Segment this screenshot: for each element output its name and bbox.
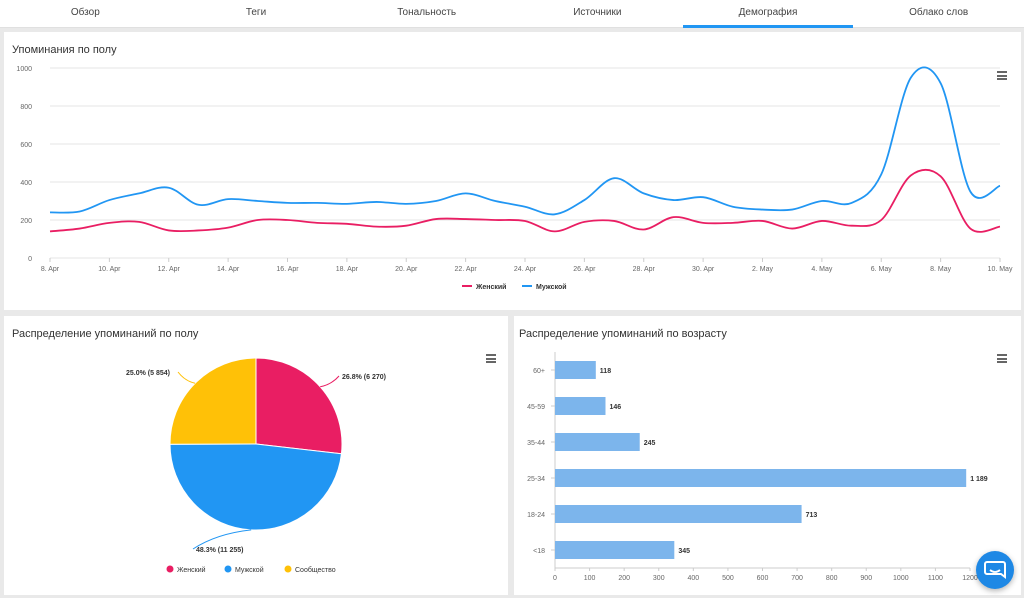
- pie-connector: [177, 371, 196, 384]
- bar-data-label: 345: [678, 548, 690, 555]
- legend-marker: [166, 565, 174, 573]
- y-tick-label: 18-24: [527, 512, 545, 519]
- x-tick-label: 500: [722, 575, 734, 582]
- bar-data-label: 245: [644, 440, 656, 447]
- x-tick-label: 900: [860, 575, 872, 582]
- legend-label: Сообщество: [295, 566, 336, 574]
- pie-connector: [192, 529, 252, 550]
- y-tick-label: 60+: [533, 368, 545, 375]
- pie-slice-male: [169, 443, 342, 531]
- x-tick-label: 10. Apr: [98, 266, 121, 273]
- legend-label: Женский: [177, 566, 206, 574]
- tab-bar: Обзор Теги Тональность Источники Демогра…: [0, 0, 1024, 28]
- x-tick-label: 400: [687, 575, 699, 582]
- series-line-male: [49, 66, 1001, 216]
- legend-label: Мужской: [536, 283, 567, 291]
- x-tick-label: 1200: [962, 575, 978, 582]
- x-tick-label: 300: [653, 575, 665, 582]
- x-tick-label: 4. May: [811, 266, 833, 273]
- pie-connector: [320, 375, 340, 388]
- bar: [555, 541, 675, 559]
- bar: [555, 397, 606, 415]
- y-tick-label: 1000: [16, 66, 32, 73]
- pie-data-label: 25.0% (5 854): [126, 370, 170, 377]
- gender-mentions-title: Упоминания по полу: [12, 44, 117, 56]
- chat-icon[interactable]: [976, 551, 1014, 589]
- x-tick-label: 2. May: [752, 266, 774, 273]
- bar: [555, 433, 640, 451]
- menu-icon[interactable]: [997, 71, 1007, 80]
- tab-demography[interactable]: Демография: [682, 0, 854, 28]
- y-tick-label: 400: [20, 180, 32, 187]
- bar: [555, 361, 596, 379]
- x-tick-label: 10. May: [988, 266, 1013, 273]
- age-distribution-card: Распределение упоминаний по возрасту 0 10…: [514, 316, 1021, 595]
- legend-label: Мужской: [235, 566, 264, 574]
- x-tick-label: 800: [826, 575, 838, 582]
- menu-icon[interactable]: [997, 354, 1007, 363]
- x-tick-label: 700: [791, 575, 803, 582]
- y-tick-label: 35-44: [527, 440, 545, 447]
- legend-label: Женский: [475, 283, 506, 291]
- y-tick-label: 25-34: [527, 476, 545, 483]
- x-tick-label: 16. Apr: [276, 266, 299, 273]
- bar-data-label: 118: [600, 368, 611, 375]
- tab-sentiment[interactable]: Тональность: [397, 7, 457, 18]
- line-chart: 0 200 400 600 800 1000 8. Apr 10. Apr 12. Apr 14.…: [16, 66, 1013, 291]
- x-tick-label: 8. May: [930, 266, 952, 273]
- y-tick-label: 800: [20, 104, 32, 111]
- bar: [555, 505, 802, 523]
- gender-distribution-title: Распределение упоминаний по полу: [12, 328, 199, 340]
- pie-chart: 26.8% (6 270) 48.3% (11 255) 25.0% (5 854)…: [126, 357, 386, 574]
- x-tick-label: 100: [584, 575, 596, 582]
- y-tick-label: 45-59: [527, 404, 545, 411]
- bar-data-label: 146: [609, 404, 621, 411]
- x-tick-label: 8. Apr: [41, 266, 60, 273]
- x-tick-label: 28. Apr: [633, 266, 656, 273]
- x-tick-label: 26. Apr: [573, 266, 596, 273]
- chat-icon[interactable]: [976, 551, 1014, 589]
- y-tick-label: 0: [28, 256, 32, 263]
- gender-mentions-card: Упоминания по полу 0 200 400 600 800 1000 8. A…: [4, 32, 1021, 310]
- y-tick-label: 200: [20, 218, 32, 225]
- bar: [555, 469, 967, 487]
- x-tick-label: 0: [553, 575, 557, 582]
- series-line-female: [49, 168, 1001, 233]
- x-tick-label: 1100: [928, 575, 943, 582]
- bar-data-label: 1 189: [970, 476, 988, 483]
- x-tick-label: 24. Apr: [514, 266, 537, 273]
- bar-data-label: 713: [806, 512, 818, 519]
- x-tick-label: 12. Apr: [158, 266, 181, 273]
- y-tick-label: 600: [20, 142, 32, 149]
- pie-slice-female: [255, 357, 343, 455]
- x-tick-label: 200: [618, 575, 630, 582]
- x-tick-label: 22. Apr: [455, 266, 478, 273]
- x-tick-label: 1000: [893, 575, 909, 582]
- pie-data-label: 48.3% (11 255): [196, 547, 243, 554]
- x-tick-label: 14. Apr: [217, 266, 240, 273]
- bar-chart: 0 100 200 300 400 500 600 700 800 900 1000 1100 1200…: [527, 352, 988, 582]
- x-tick-label: 6. May: [871, 266, 893, 273]
- tab-word-cloud[interactable]: Облако слов: [909, 7, 969, 18]
- x-tick-label: 600: [757, 575, 769, 582]
- menu-icon[interactable]: [486, 354, 496, 363]
- tab-tags[interactable]: Теги: [245, 7, 267, 18]
- tab-overview[interactable]: Обзор: [70, 7, 100, 18]
- age-distribution-title: Распределение упоминаний по возрасту: [519, 328, 727, 340]
- legend-marker: [284, 565, 292, 573]
- legend-marker: [224, 565, 232, 573]
- x-tick-label: 30. Apr: [692, 266, 715, 273]
- x-tick-label: 18. Apr: [336, 266, 359, 273]
- y-tick-label: <18: [533, 548, 545, 555]
- pie-data-label: 26.8% (6 270): [342, 374, 386, 381]
- tab-sources[interactable]: Источники: [573, 7, 622, 18]
- x-tick-label: 20. Apr: [395, 266, 418, 273]
- pie-slice-community: [169, 357, 257, 445]
- gender-distribution-card: Распределение упоминаний по полу 26.8% (…: [4, 316, 508, 595]
